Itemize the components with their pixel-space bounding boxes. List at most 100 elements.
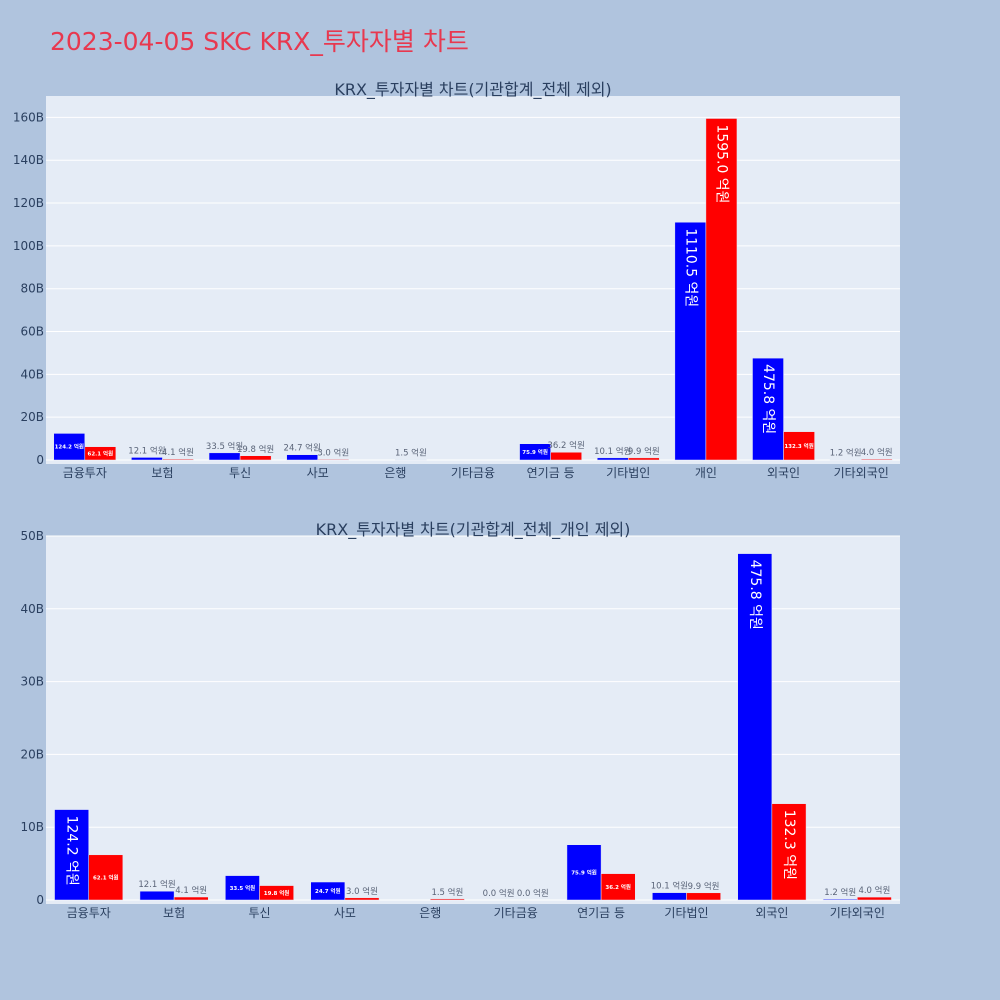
x-tick-label: 투신 — [248, 906, 270, 920]
bar — [737, 553, 773, 901]
bar — [54, 809, 89, 901]
y-tick-label: 60B — [20, 325, 44, 339]
bar — [860, 458, 893, 461]
data-label: 4.0 억원 — [858, 885, 890, 896]
y-tick-label: 0 — [36, 453, 44, 467]
data-label: 1.5 억원 — [431, 887, 463, 898]
data-label: 19.8 억원 — [264, 889, 290, 897]
data-label: 4.0 억원 — [861, 447, 893, 458]
y-tick-label: 120B — [13, 196, 44, 210]
bar — [566, 844, 602, 901]
data-label: 4.1 억원 — [175, 885, 207, 896]
bar — [652, 892, 687, 901]
bar — [550, 451, 582, 461]
y-tick-label: 20B — [20, 747, 44, 761]
data-label: 33.5 억원 — [206, 441, 243, 452]
y-tick-label: 50B — [20, 529, 44, 543]
bar — [519, 443, 551, 461]
data-label: 1.2 억원 — [824, 887, 856, 898]
data-label: 75.9 억원 — [571, 868, 597, 876]
data-label: 24.7 억원 — [284, 443, 321, 454]
data-label: 75.9 억원 — [522, 448, 548, 456]
data-label: 1110.5 억원 — [682, 228, 698, 307]
x-tick-label: 기타법인 — [606, 466, 650, 480]
data-label: 475.8 억원 — [747, 560, 763, 630]
data-label: 124.2 억원 — [64, 816, 80, 886]
bar — [686, 892, 721, 901]
x-tick-label: 사모 — [334, 906, 356, 920]
bar — [286, 454, 318, 461]
data-label: 33.5 억원 — [230, 884, 256, 892]
data-label: 132.3 억원 — [784, 442, 813, 450]
x-tick-label: 연기금 등 — [527, 466, 575, 480]
data-label: 0.0 억원 — [483, 888, 515, 899]
bar — [430, 898, 465, 901]
data-label: 475.8 억원 — [760, 364, 776, 434]
data-label: 9.9 억원 — [688, 881, 720, 892]
x-tick-label: 은행 — [384, 465, 406, 480]
x-tick-label: 연기금 등 — [577, 906, 625, 920]
bar — [628, 457, 660, 461]
data-label: 1.5 억원 — [395, 448, 427, 459]
data-label: 9.9 억원 — [628, 446, 660, 457]
x-tick-label: 기타외국인 — [834, 466, 889, 480]
x-tick-label: 보험 — [163, 906, 185, 920]
chart-title: KRX_투자자별 차트(기관합계_전체 제외) — [334, 80, 611, 100]
x-tick-label: 은행 — [419, 905, 441, 920]
bar — [139, 890, 175, 901]
data-label: 132.3 억원 — [781, 810, 797, 880]
data-label: 3.0 억원 — [317, 447, 349, 458]
y-tick-label: 80B — [20, 282, 44, 296]
bar — [259, 885, 294, 901]
data-label: 19.8 억원 — [237, 444, 274, 455]
data-label: 62.1 억원 — [93, 873, 119, 881]
x-tick-label: 기타외국인 — [830, 906, 885, 920]
y-tick-label: 140B — [13, 153, 44, 167]
bar — [88, 854, 124, 901]
x-tick-label: 사모 — [307, 466, 329, 480]
bar — [344, 897, 380, 901]
x-tick-label: 보험 — [151, 466, 173, 480]
y-tick-label: 30B — [20, 675, 44, 689]
data-label: 62.1 억원 — [88, 449, 114, 457]
page-title: 2023-04-05 SKC KRX_투자자별 차트 — [50, 27, 469, 56]
bar — [857, 896, 892, 901]
y-tick-label: 0 — [36, 893, 44, 907]
x-tick-label: 금융투자 — [67, 906, 111, 920]
x-tick-label: 외국인 — [755, 906, 788, 920]
x-tick-label: 외국인 — [767, 466, 800, 480]
bar — [771, 803, 807, 901]
data-label: 12.1 억원 — [138, 879, 175, 890]
chart-1: 0 20B 40B 60B 80B 100B 120B 140B 160B KRX_투자자별 차트… — [13, 80, 900, 480]
data-label: 12.1 억원 — [128, 445, 165, 456]
data-label: 124.2 억원 — [55, 443, 84, 451]
data-label: 0.0 억원 — [517, 888, 549, 899]
bar — [84, 446, 117, 461]
bar — [53, 433, 86, 461]
bar — [239, 455, 272, 461]
y-tick-label: 160B — [13, 110, 44, 124]
bar — [674, 221, 707, 461]
bar — [173, 896, 209, 901]
x-tick-label: 개인 — [695, 466, 717, 480]
data-label: 1.2 억원 — [830, 448, 862, 459]
y-tick-label: 100B — [13, 239, 44, 253]
data-label: 24.7 억원 — [315, 887, 341, 895]
data-label: 36.2 억원 — [605, 883, 631, 891]
bar — [822, 898, 858, 901]
bar — [596, 457, 629, 461]
data-label: 36.2 억원 — [548, 440, 585, 451]
data-label: 4.1 억원 — [162, 447, 194, 458]
bar — [752, 357, 784, 461]
x-tick-label: 기타법인 — [664, 906, 708, 920]
y-tick-label: 10B — [20, 820, 44, 834]
x-tick-label: 기타금융 — [451, 466, 495, 480]
chart-title: KRX_투자자별 차트(기관합계_전체_개인 제외) — [316, 520, 631, 540]
bar — [783, 431, 815, 461]
bar — [705, 118, 738, 461]
data-label: 10.1 억원 — [651, 881, 688, 892]
x-tick-label: 기타금융 — [494, 906, 538, 920]
x-tick-label: 투신 — [229, 466, 251, 480]
data-label: 3.0 억원 — [346, 886, 378, 897]
